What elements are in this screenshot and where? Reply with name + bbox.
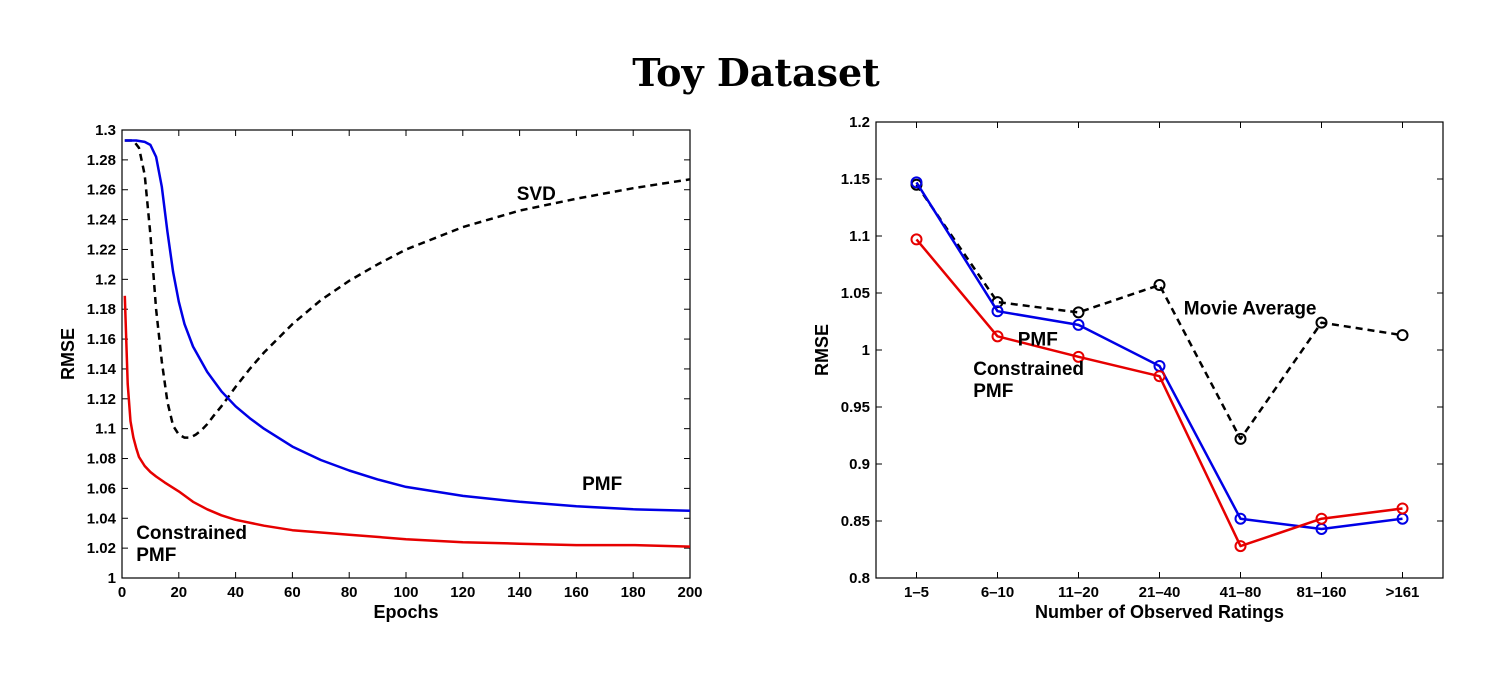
data-point-constrained-pmf: [991, 330, 1004, 343]
data-point-constrained-pmf: [1072, 350, 1085, 363]
data-point-constrained-pmf: [1153, 370, 1166, 383]
y-tick-label: 1.24: [87, 212, 117, 229]
series-pmf: [910, 176, 1409, 535]
y-tick-label: 1.3: [95, 122, 116, 139]
x-tick-label: 21–40: [1139, 584, 1181, 601]
x-tick-label: 41–80: [1220, 584, 1262, 601]
annotation-constrained-pmf: Constrained PMF: [136, 523, 247, 566]
y-axis-label: RMSE: [812, 324, 832, 376]
y-tick-label: 1.04: [87, 510, 117, 527]
y-tick-label: 1.1: [849, 228, 870, 245]
x-tick-label: 140: [507, 584, 532, 601]
x-axis-label: Number of Observed Ratings: [1035, 602, 1284, 622]
series-line-pmf: [124, 139, 691, 513]
series-line-movie-average: [915, 183, 1403, 441]
data-point-movie-average: [1396, 329, 1409, 342]
x-axis-label: Epochs: [373, 602, 438, 622]
y-tick-label: 1.28: [87, 152, 116, 169]
y-tick-label: 1.26: [87, 182, 116, 199]
y-tick-label: 1.02: [87, 540, 116, 557]
y-tick-label: 1.15: [841, 171, 870, 188]
x-tick-label: 81–160: [1296, 584, 1346, 601]
data-point-movie-average: [1234, 432, 1247, 445]
y-tick-label: 1: [862, 342, 870, 359]
y-tick-label: 0.85: [841, 513, 870, 530]
x-tick-label: 180: [621, 584, 646, 601]
y-tick-label: 1.18: [87, 301, 116, 318]
x-tick-label: 100: [393, 584, 418, 601]
x-tick-label: 11–20: [1058, 584, 1099, 601]
x-tick-label: 0: [118, 584, 126, 601]
data-point-pmf: [910, 176, 923, 189]
data-point-pmf: [1234, 512, 1247, 525]
data-point-pmf: [1072, 318, 1085, 331]
x-tick-label: 20: [170, 584, 187, 601]
series-line-constrained-pmf: [915, 238, 1403, 548]
data-point-constrained-pmf: [1234, 540, 1247, 553]
data-point-movie-average: [1315, 316, 1328, 329]
x-tick-label: 120: [450, 584, 475, 601]
series-pmf: [124, 139, 691, 513]
plot-frame: [121, 129, 691, 579]
y-tick-label: 1.16: [87, 331, 116, 348]
data-point-pmf: [991, 305, 1004, 318]
y-tick-label: 1.22: [87, 241, 116, 258]
y-tick-label: 1.2: [849, 114, 870, 131]
y-tick-label: 1.12: [87, 391, 116, 408]
x-tick-label: 200: [677, 584, 702, 601]
plot-frame: [875, 121, 1444, 579]
data-point-movie-average: [1072, 306, 1085, 319]
y-tick-label: 0.95: [841, 399, 870, 416]
y-tick-label: 1: [108, 570, 116, 587]
x-tick-label: 40: [227, 584, 244, 601]
y-tick-label: 1.14: [87, 361, 117, 378]
x-tick-label: >161: [1386, 584, 1420, 601]
series-line-constrained-pmf: [123, 295, 691, 548]
chart-2: 0.8 0.85 0.9 0.95 1 1.05 1.1 1.15 1.2 1–5 6–10 11–2…: [812, 114, 1444, 622]
y-tick-label: 1.1: [95, 421, 116, 438]
y-tick-label: 0.8: [849, 570, 870, 587]
data-point-constrained-pmf: [1396, 502, 1409, 515]
x-tick-label: 6–10: [981, 584, 1014, 601]
x-tick-label: 80: [341, 584, 358, 601]
y-tick-label: 1.08: [87, 451, 116, 468]
series-constrained-pmf: [123, 295, 691, 548]
y-tick-label: 1.2: [95, 271, 116, 288]
series-svd: [124, 139, 691, 439]
annotation-svd: SVD: [517, 184, 556, 205]
x-tick-label: 160: [564, 584, 589, 601]
y-axis-label: RMSE: [58, 328, 78, 380]
annotation-movie-average: Movie Average: [1184, 299, 1317, 320]
annotation-pmf: PMF: [1018, 329, 1058, 350]
series-movie-average: [910, 178, 1409, 445]
y-tick-label: 1.05: [841, 285, 870, 302]
data-point-constrained-pmf: [910, 233, 923, 246]
chart-1: 1 1.02 1.04 1.06 1.08 1.1 1.12 1.14 1.16 1.18 1.2 1…: [58, 122, 703, 622]
y-tick-label: 0.9: [849, 456, 870, 473]
series-line-pmf: [915, 181, 1403, 531]
x-tick-label: 60: [284, 584, 301, 601]
annotation-constrained-pmf: Constrained PMF: [973, 359, 1084, 402]
x-tick-label: 1–5: [904, 584, 929, 601]
page-title: Toy Dataset: [632, 50, 880, 95]
y-tick-label: 1.06: [87, 480, 116, 497]
data-point-movie-average: [1153, 279, 1166, 292]
series-line-svd: [124, 139, 691, 439]
series-constrained-pmf: [910, 233, 1409, 553]
data-point-constrained-pmf: [1315, 512, 1328, 525]
annotation-pmf: PMF: [582, 474, 622, 495]
